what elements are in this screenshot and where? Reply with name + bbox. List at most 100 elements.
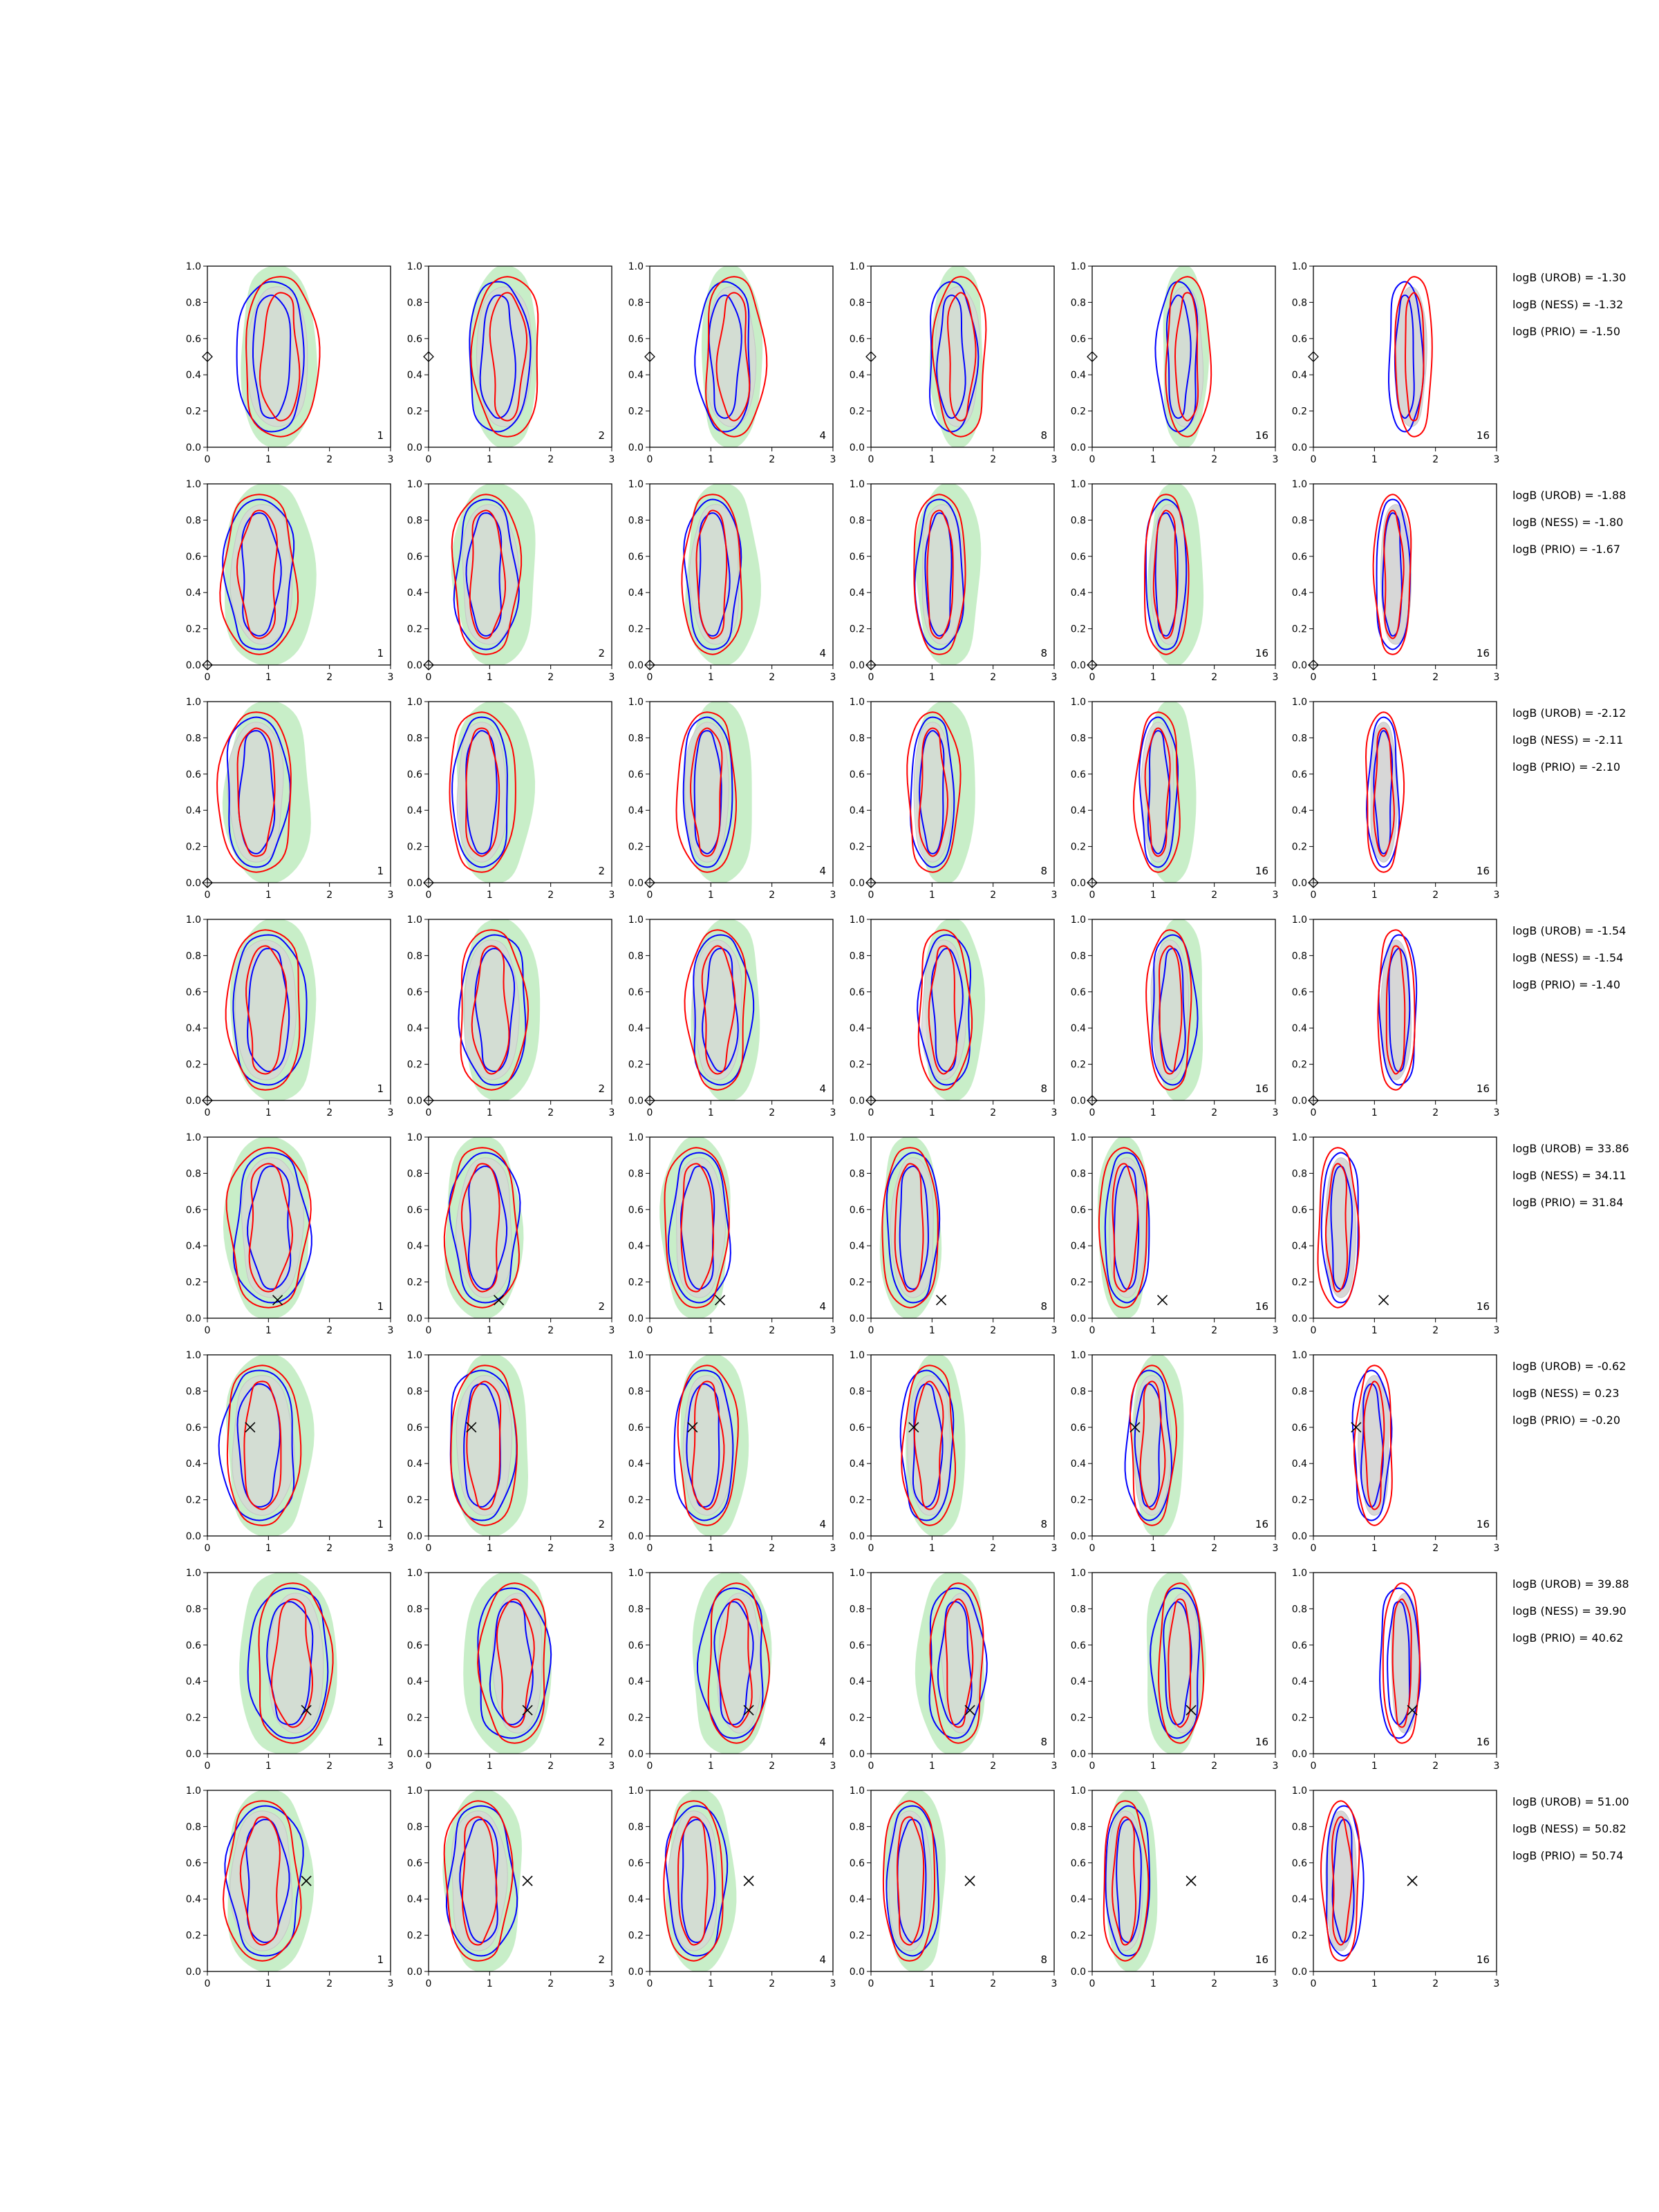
x-tick-label: 1 <box>265 1325 272 1336</box>
axes-frame <box>428 1790 612 1972</box>
y-tick-label: 0.4 <box>1071 1023 1086 1034</box>
y-tick-label: 0.6 <box>1292 1423 1307 1434</box>
axes-frame <box>1091 1354 1276 1537</box>
red-contour-inner <box>465 727 500 857</box>
blue-contour-inner <box>1163 1601 1192 1725</box>
panel-count-label: 1 <box>377 1953 384 1966</box>
x-tick-label: 1 <box>708 890 714 901</box>
y-tick-label: 0.8 <box>1071 733 1086 744</box>
x-tick-label: 3 <box>1051 890 1058 901</box>
x-tick-label: 1 <box>1150 1543 1156 1554</box>
y-tick-label: 0.8 <box>1071 1821 1086 1833</box>
x-tick-label: 0 <box>205 1107 211 1118</box>
red-contour-inner <box>1383 509 1405 639</box>
axes-frame <box>1091 701 1276 883</box>
x-tick-label: 3 <box>1051 1761 1058 1772</box>
axes-frame <box>870 1790 1055 1972</box>
y-tick-label: 0.0 <box>1071 442 1086 453</box>
x-tick-label: 1 <box>487 1543 493 1554</box>
y-tick-label: 1.0 <box>850 697 865 708</box>
panel-r3-c2: 0 1 2 3 0.0 0.2 0.4 0.6 0.8 1.0 2 <box>407 697 615 901</box>
y-tick-label: 1.0 <box>628 697 644 708</box>
red-contour-outer <box>460 929 529 1091</box>
red-contour-outer <box>1165 276 1212 438</box>
grey-density-region <box>1391 1593 1420 1734</box>
y-tick-label: 0.6 <box>1292 1858 1307 1869</box>
blue-contour-outer <box>696 1587 764 1739</box>
x-tick-label: 1 <box>929 454 935 465</box>
red-contour-inner <box>690 727 723 857</box>
y-tick-label: 0.2 <box>1071 842 1086 853</box>
red-contour-inner <box>1112 1163 1138 1293</box>
y-tick-label: 0.2 <box>186 1713 201 1724</box>
x-tick-label: 1 <box>1371 890 1378 901</box>
y-tick-label: 0.6 <box>628 1423 644 1434</box>
x-tick-label: 3 <box>1273 1107 1279 1118</box>
y-tick-label: 0.2 <box>1071 1495 1086 1506</box>
y-tick-label: 0.8 <box>628 1168 644 1179</box>
truth-x-marker <box>908 1422 919 1433</box>
red-contour-inner <box>1139 1380 1166 1510</box>
x-tick-label: 0 <box>1311 890 1317 901</box>
blue-contour-outer <box>469 281 532 433</box>
blue-contour-inner <box>463 1383 501 1508</box>
truth-diamond-marker <box>423 659 434 671</box>
axes-frame <box>1091 919 1276 1101</box>
y-tick-label: 0.6 <box>1292 334 1307 345</box>
x-tick-label: 0 <box>426 454 432 465</box>
y-tick-label: 0.4 <box>186 370 201 381</box>
truth-x-marker <box>1185 1875 1197 1886</box>
x-tick-label: 1 <box>929 1325 935 1336</box>
blue-contour-inner <box>1113 1165 1140 1290</box>
panel-r5-c4: 0 1 2 3 0.0 0.2 0.4 0.6 0.8 1.0 8 <box>850 1132 1058 1336</box>
panel-count-label: 16 <box>1477 1082 1490 1095</box>
y-tick-label: 0.6 <box>628 334 644 345</box>
logb-stat-text: logB (NESS) = 0.23 <box>1512 1387 1620 1400</box>
axes-frame <box>1313 265 1497 448</box>
x-tick-label: 2 <box>547 1325 554 1336</box>
x-tick-label: 0 <box>1311 1325 1317 1336</box>
x-tick-label: 2 <box>326 1761 332 1772</box>
panel-count-label: 16 <box>1255 865 1268 877</box>
blue-contour-inner <box>467 1165 508 1290</box>
y-tick-label: 0.8 <box>850 1821 865 1833</box>
x-tick-label: 2 <box>769 890 775 901</box>
y-tick-label: 0.8 <box>1292 950 1307 962</box>
red-contour-outer <box>681 494 743 655</box>
x-tick-label: 3 <box>1273 1761 1279 1772</box>
y-tick-label: 0.4 <box>407 1676 422 1687</box>
panel-r4-c6: 0 1 2 3 0.0 0.2 0.4 0.6 0.8 1.0 16 <box>1292 915 1500 1118</box>
y-tick-label: 0.6 <box>407 552 422 563</box>
grey-density-region <box>241 1157 305 1298</box>
panel-r2-c2: 0 1 2 3 0.0 0.2 0.4 0.6 0.8 1.0 2 <box>407 479 615 683</box>
x-tick-label: 2 <box>1211 1543 1217 1554</box>
y-tick-label: 1.0 <box>1071 261 1086 272</box>
x-tick-label: 2 <box>990 1761 996 1772</box>
truth-diamond-marker <box>644 1095 655 1106</box>
red-contour-outer <box>882 1800 936 1962</box>
red-contour-outer <box>1132 711 1181 873</box>
truth-x-marker <box>715 1295 726 1306</box>
y-tick-label: 0.6 <box>850 1640 865 1651</box>
y-tick-label: 0.2 <box>850 1931 865 1942</box>
y-tick-label: 0.0 <box>628 878 644 889</box>
y-tick-label: 1.0 <box>1071 1568 1086 1579</box>
y-tick-label: 0.0 <box>186 1313 201 1324</box>
truth-x-marker <box>272 1295 283 1306</box>
y-tick-label: 0.0 <box>186 878 201 889</box>
y-tick-label: 0.2 <box>628 1931 644 1942</box>
y-tick-label: 0.2 <box>407 1495 422 1506</box>
blue-contour-outer <box>1379 1587 1421 1739</box>
x-tick-label: 0 <box>1089 1978 1096 1989</box>
panel-r4-c3: 0 1 2 3 0.0 0.2 0.4 0.6 0.8 1.0 4 <box>628 915 836 1118</box>
truth-diamond-marker <box>1308 659 1319 671</box>
x-tick-label: 0 <box>647 1761 653 1772</box>
red-contour-outer <box>222 1800 302 1962</box>
truth-diamond-marker <box>202 1095 213 1106</box>
axes-frame <box>1313 919 1497 1101</box>
y-tick-label: 0.8 <box>628 733 644 744</box>
red-contour-inner <box>680 1163 715 1293</box>
x-tick-label: 2 <box>990 672 996 683</box>
panel-count-label: 16 <box>1477 1300 1490 1313</box>
y-tick-label: 0.6 <box>1071 1205 1086 1216</box>
